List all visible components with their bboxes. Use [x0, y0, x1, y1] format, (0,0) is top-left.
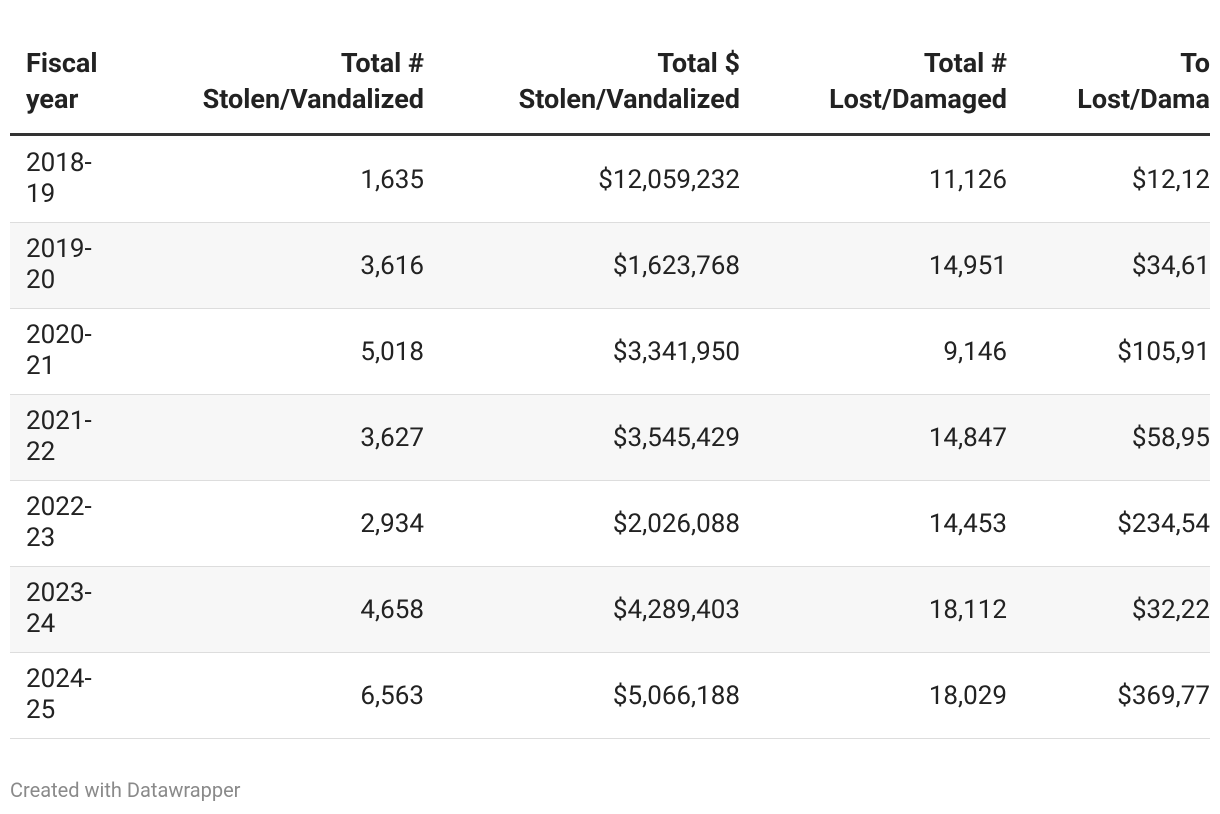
value-cell: 1,635 — [360, 165, 424, 195]
header-line: Total $ — [657, 47, 740, 79]
header-line: Total # — [340, 47, 424, 79]
year-cell: 2018-19 — [26, 148, 92, 209]
header-line: Fiscal — [26, 47, 98, 79]
value-cell: 18,029 — [928, 681, 1007, 711]
column-header: Fiscal year — [26, 45, 116, 117]
column-header: To Lost/Dama — [1070, 45, 1210, 117]
year-cell: 2020-21 — [26, 320, 92, 381]
value-cell: $4,289,403 — [612, 595, 740, 625]
year-cell: 2024-25 — [26, 664, 92, 725]
value-cell: $105,91 — [1117, 337, 1210, 367]
value-cell: $34,61 — [1131, 251, 1210, 281]
header-line: To — [1180, 47, 1210, 79]
header-line: year — [26, 83, 79, 115]
header-line: Stolen/Vandalized — [202, 83, 424, 115]
value-cell: $3,341,950 — [612, 337, 740, 367]
value-cell: 18,112 — [928, 595, 1007, 625]
value-cell: 9,146 — [943, 337, 1007, 367]
value-cell: $1,623,768 — [612, 251, 740, 281]
value-cell: 4,658 — [360, 595, 424, 625]
column-header: Total # Stolen/Vandalized — [124, 45, 424, 117]
year-cell: 2023-24 — [26, 578, 92, 639]
value-cell: $58,95 — [1131, 423, 1210, 453]
value-cell: 6,563 — [360, 681, 424, 711]
value-cell: 3,627 — [360, 423, 424, 453]
table-row: 2020-21 5,018 $3,341,950 9,146 $105,91 — [10, 309, 1210, 395]
value-cell: 14,951 — [928, 251, 1007, 281]
value-cell: $369,77 — [1117, 681, 1210, 711]
header-line: Total # — [923, 47, 1007, 79]
value-cell: 3,616 — [360, 251, 424, 281]
year-cell: 2021-22 — [26, 406, 92, 467]
table-row: 2021-22 3,627 $3,545,429 14,847 $58,95 — [10, 395, 1210, 481]
table-row: 2018-19 1,635 $12,059,232 11,126 $12,12 — [10, 137, 1210, 223]
table-row: 2022-23 2,934 $2,026,088 14,453 $234,54 — [10, 481, 1210, 567]
header-line: Stolen/Vandalized — [518, 83, 740, 115]
credit: Created with Datawrapper — [10, 778, 241, 802]
column-header: Total # Lost/Damaged — [747, 45, 1007, 117]
value-cell: $12,12 — [1131, 165, 1210, 195]
table-row: 2023-24 4,658 $4,289,403 18,112 $32,22 — [10, 567, 1210, 653]
table-row: 2024-25 6,563 $5,066,188 18,029 $369,77 — [10, 653, 1210, 739]
table-row: 2019-20 3,616 $1,623,768 14,951 $34,61 — [10, 223, 1210, 309]
value-cell: 5,018 — [360, 337, 424, 367]
value-cell: $2,026,088 — [612, 509, 740, 539]
value-cell: $3,545,429 — [612, 423, 740, 453]
year-cell: 2022-23 — [26, 492, 92, 553]
value-cell: 2,934 — [360, 509, 424, 539]
header-line: Lost/Dama — [1077, 83, 1210, 115]
value-cell: $12,059,232 — [598, 165, 740, 195]
column-header: Total $ Stolen/Vandalized — [440, 45, 740, 117]
year-cell: 2019-20 — [26, 234, 92, 295]
value-cell: 14,453 — [928, 509, 1007, 539]
value-cell: 14,847 — [928, 423, 1007, 453]
value-cell: $234,54 — [1117, 509, 1210, 539]
table: Fiscal year Total # Stolen/Vandalized Total … — [10, 45, 1210, 739]
header-rule — [10, 133, 1210, 136]
value-cell: $5,066,188 — [612, 681, 740, 711]
value-cell: 11,126 — [928, 165, 1007, 195]
header-line: Lost/Damaged — [829, 83, 1007, 115]
value-cell: $32,22 — [1131, 595, 1210, 625]
